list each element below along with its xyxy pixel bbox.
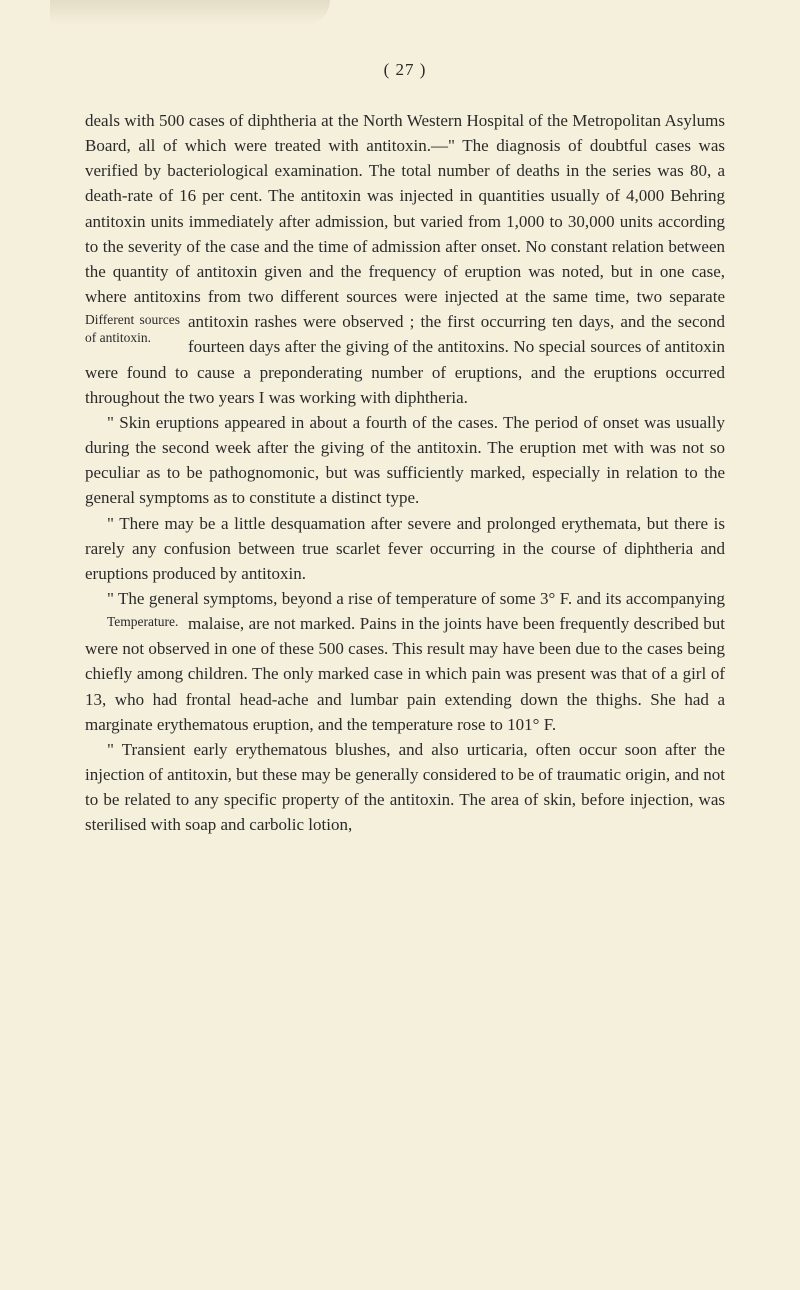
paragraph-1: deals with 500 cases of diphtheria at th… (85, 108, 725, 410)
page-content: deals with 500 cases of diphtheria at th… (85, 108, 725, 838)
margin-note-temperature: Temperature. (85, 613, 180, 631)
paragraph-4: " The general symptoms, beyond a rise of… (85, 586, 725, 737)
margin-note-sources: Different sources of antitoxin. (85, 311, 180, 346)
page-number: ( 27 ) (85, 60, 725, 80)
paragraph-5: " Transient early erythematous blushes, … (85, 737, 725, 838)
paragraph-1-text-a: deals with 500 cases of diphtheria at th… (85, 111, 725, 331)
paragraph-1-text-b: fourteen days after the giving of the an… (85, 337, 725, 406)
paragraph-3: " There may be a little desquamation aft… (85, 511, 725, 586)
paragraph-2: " Skin eruptions appeared in about a fou… (85, 410, 725, 511)
